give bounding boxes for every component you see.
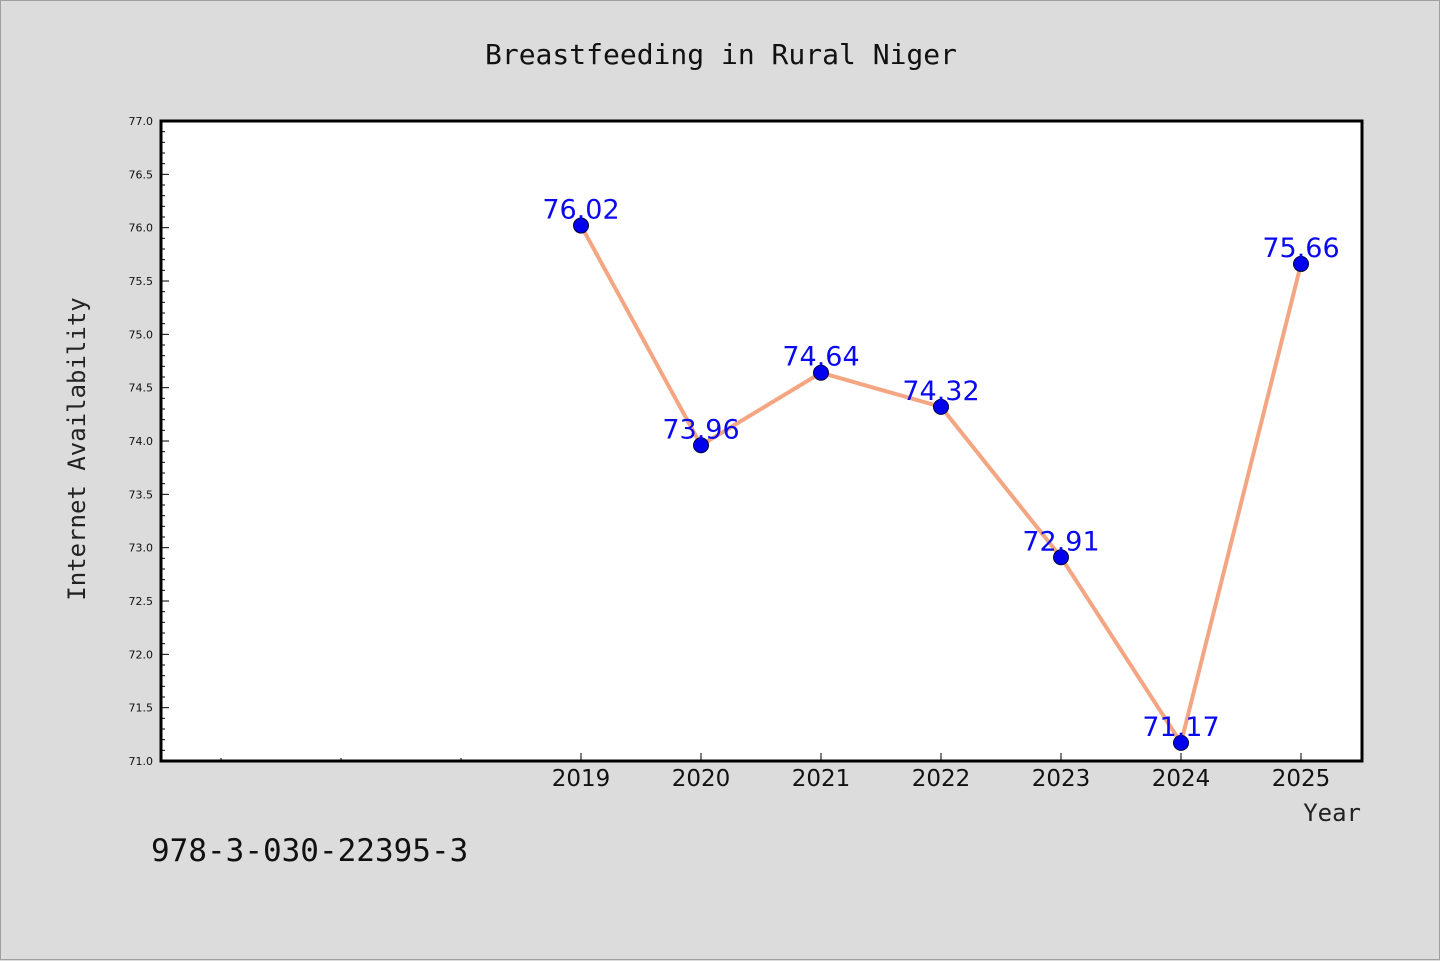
y-tick-label: 72.5: [129, 595, 154, 608]
plot-area: [159, 119, 1364, 763]
data-label: 75.66: [1262, 233, 1339, 264]
data-point: [933, 398, 949, 415]
y-tick-label: 76.0: [129, 222, 154, 235]
x-tick-label: 2024: [1152, 766, 1211, 792]
y-tick-label: 76.5: [129, 168, 154, 181]
data-point: [1053, 549, 1069, 566]
x-tick-label: 2025: [1272, 766, 1331, 792]
y-tick-label: 75.0: [129, 328, 154, 341]
data-label: 71.17: [1142, 712, 1219, 743]
y-tick-label: 71.0: [129, 755, 154, 768]
x-tick-label: 2023: [1032, 766, 1091, 792]
x-tick-label: 2020: [672, 766, 731, 792]
y-tick-label: 72.0: [129, 648, 154, 661]
y-axis-label: Internet Availability: [63, 297, 91, 600]
y-tick-label: 74.0: [129, 435, 154, 448]
data-point: [813, 364, 829, 381]
x-tick-label: 2022: [912, 766, 971, 792]
x-axis: 2019 2020 2021 2022 2023 2024 2025: [220, 753, 1331, 792]
data-label: 76.02: [542, 195, 619, 226]
data-point: [573, 217, 589, 234]
y-tick-label: 73.0: [129, 542, 154, 555]
y-tick-label: 71.5: [129, 702, 154, 715]
data-label: 74.64: [782, 342, 859, 373]
x-tick-label: 2019: [552, 766, 611, 792]
y-tick-label: 77.0: [129, 115, 154, 128]
chart-title: Breastfeeding in Rural Niger: [485, 38, 957, 71]
footer-code: 978-3-030-22395-3: [151, 833, 469, 869]
data-point: [1293, 255, 1309, 272]
y-tick-label: 75.5: [129, 275, 154, 288]
y-axis: 71.0 71.5 72.0 72.5 73.0 73.5 74.0 74.5 75.0 75.5…: [129, 115, 169, 768]
data-label: 73.96: [662, 414, 739, 445]
data-point: [1173, 734, 1189, 751]
series-group: 76.02 73.96 74.64 74.32 72.91 71.17 75.66: [542, 195, 1340, 751]
data-label: 72.91: [1022, 526, 1099, 557]
y-tick-label: 74.5: [129, 382, 154, 395]
data-point: [693, 437, 709, 454]
data-label: 74.32: [902, 376, 979, 407]
x-axis-label: Year: [1303, 799, 1361, 827]
y-tick-label: 73.5: [129, 488, 154, 501]
x-tick-label: 2021: [792, 766, 851, 792]
